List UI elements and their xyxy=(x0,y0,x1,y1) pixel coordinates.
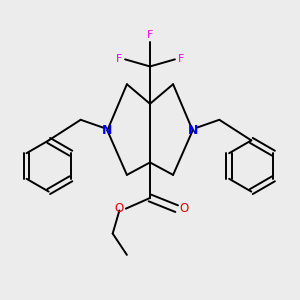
Text: N: N xyxy=(102,124,112,137)
Text: O: O xyxy=(115,202,124,215)
Text: F: F xyxy=(147,30,153,40)
Text: F: F xyxy=(178,54,184,64)
Text: N: N xyxy=(188,124,198,137)
Text: O: O xyxy=(179,202,189,215)
Text: F: F xyxy=(116,54,122,64)
